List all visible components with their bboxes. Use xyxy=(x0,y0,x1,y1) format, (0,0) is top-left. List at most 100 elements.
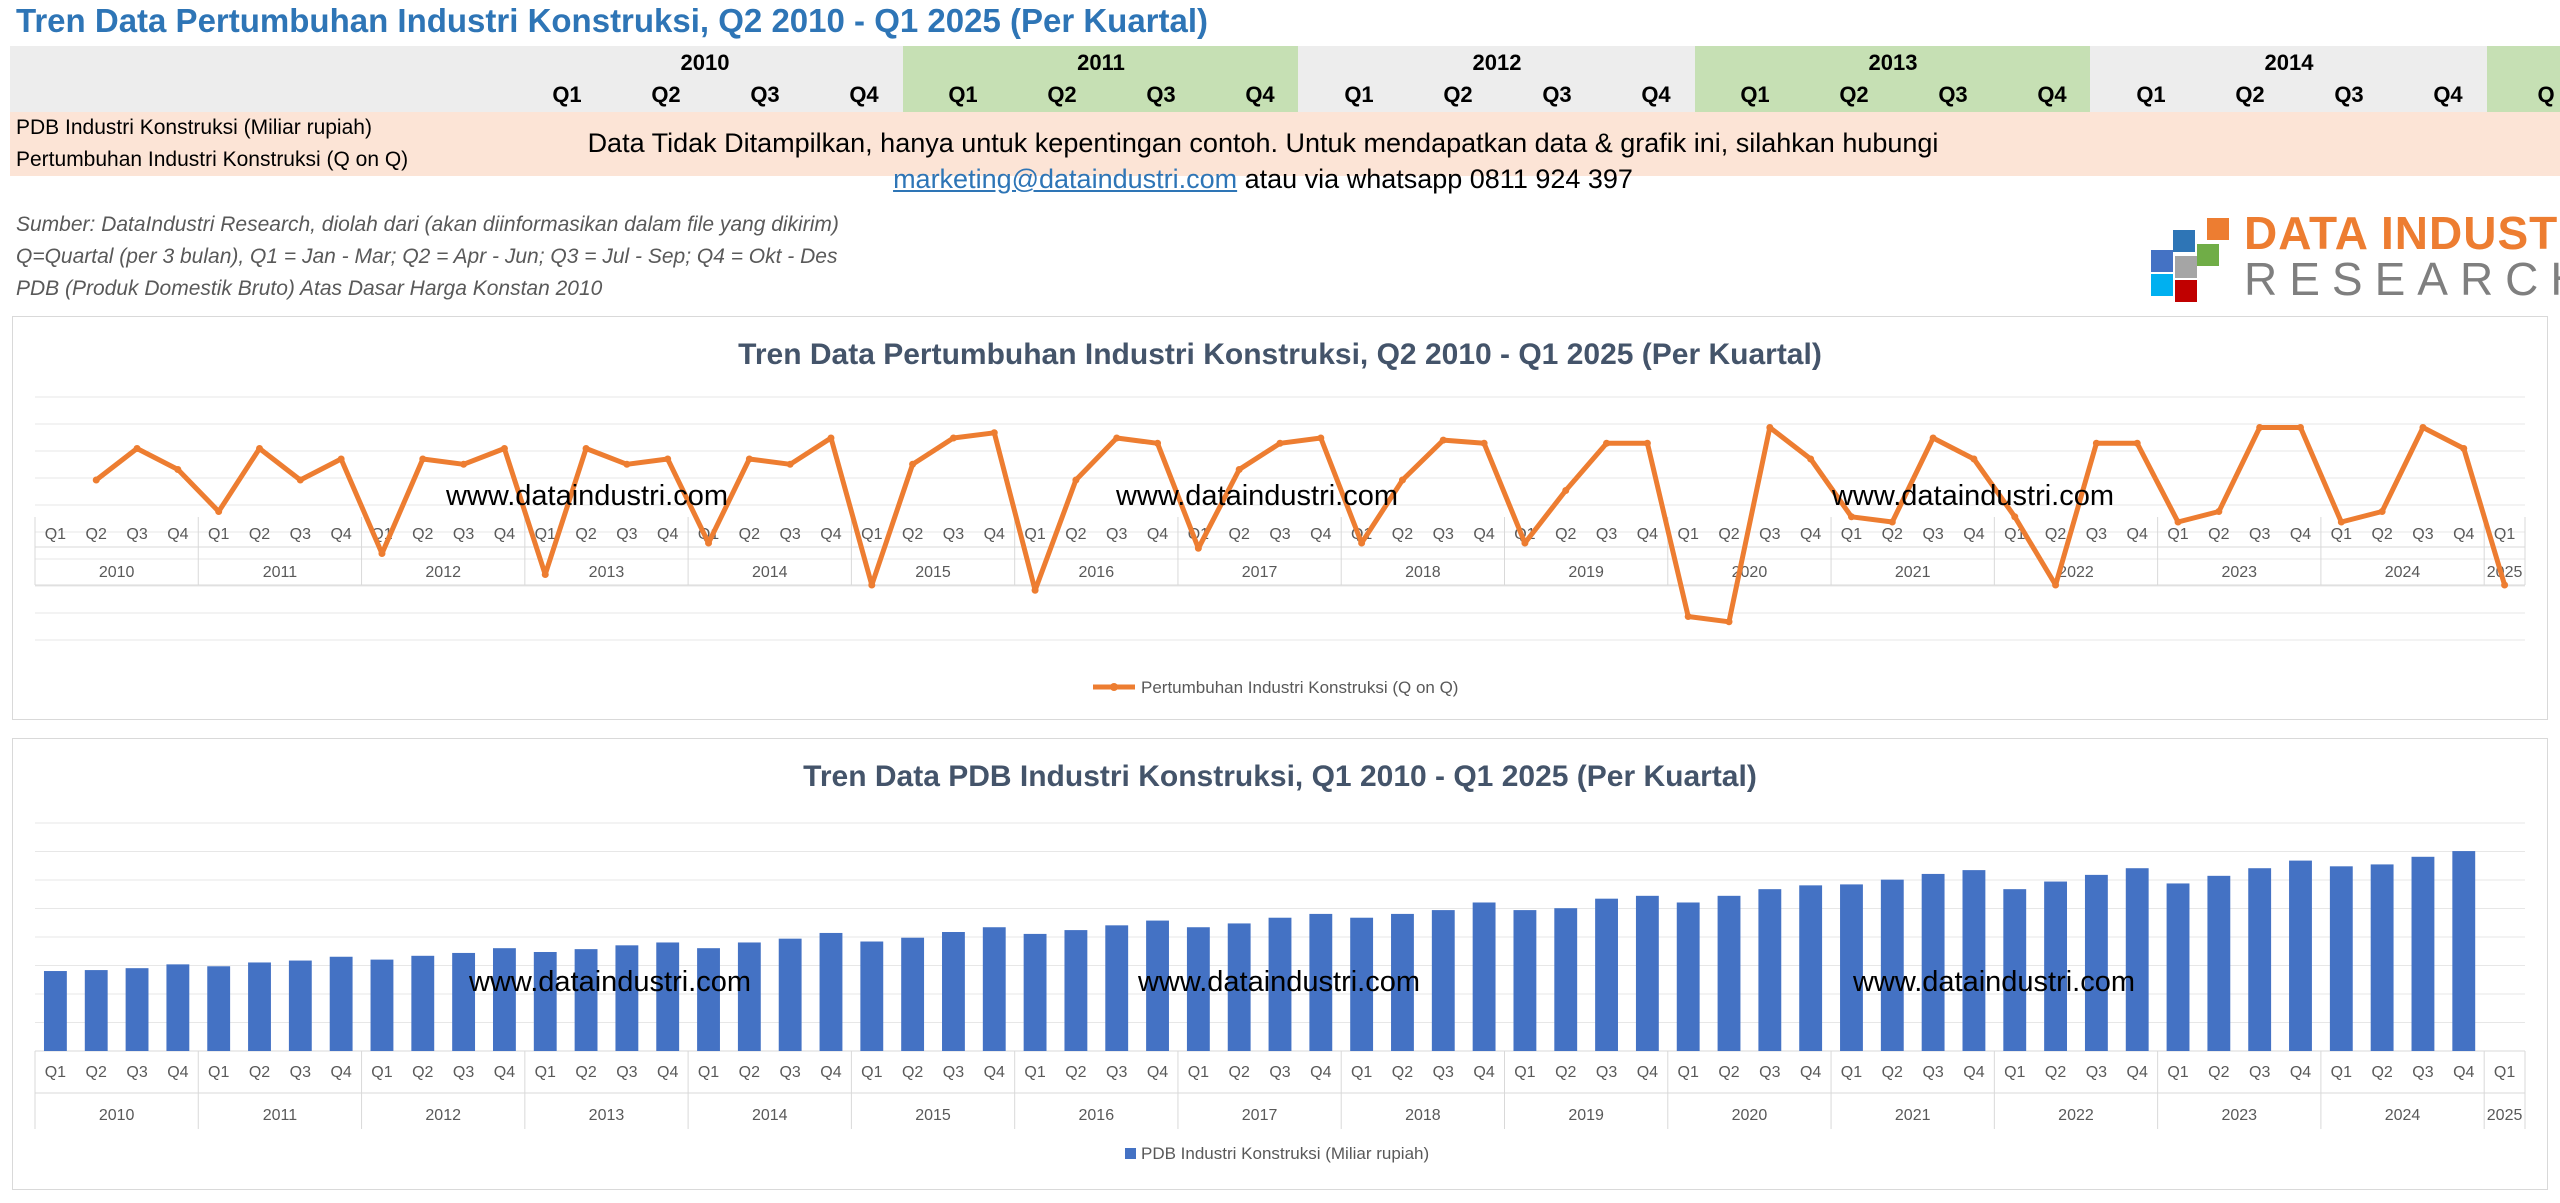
year-tick-label: 2011 xyxy=(263,564,298,581)
quarter-tick-label: Q2 xyxy=(902,1064,923,1081)
pdb-bar xyxy=(1880,879,1904,1051)
legend-bar-marker xyxy=(1125,1148,1136,1159)
quarter-tick-label: Q4 xyxy=(820,526,841,543)
logo-square xyxy=(2197,244,2219,266)
year-tick-label: 2023 xyxy=(2221,564,2257,581)
quarter-tick-label: Q3 xyxy=(779,1064,800,1081)
quarter-tick-label: Q1 xyxy=(1024,1064,1045,1081)
pdb-bar xyxy=(737,942,761,1051)
quarter-tick-label: Q2 xyxy=(1392,1064,1413,1081)
growth-point xyxy=(786,460,794,468)
quarter-tick-label: Q3 xyxy=(1269,526,1290,543)
pdb-bar xyxy=(1554,908,1578,1051)
quarter-tick-label: Q2 xyxy=(86,1064,107,1081)
pdb-bar xyxy=(1391,913,1414,1051)
year-tick-label: 2024 xyxy=(2385,1107,2421,1124)
year-tick-label: 2014 xyxy=(752,564,788,581)
year-tick-label: 2013 xyxy=(589,1107,625,1124)
year-tick-label: 2010 xyxy=(99,564,135,581)
growth-point xyxy=(2419,424,2427,431)
growth-point xyxy=(256,445,264,452)
year-tick-label: 2019 xyxy=(1568,564,1604,581)
quarter-header: Q3 xyxy=(1938,82,1968,107)
growth-point xyxy=(2460,445,2468,452)
pdb-note: PDB (Produk Domestik Bruto) Atas Dasar H… xyxy=(16,277,603,300)
quarter-tick-label: Q3 xyxy=(453,526,474,543)
growth-point xyxy=(1194,544,1202,552)
quarter-tick-label: Q2 xyxy=(1718,1064,1739,1081)
pdb-bar-chart: Tren Data PDB Industri Konstruksi, Q1 20… xyxy=(34,760,2526,1163)
quarter-tick-label: Q3 xyxy=(616,526,637,543)
quarter-tick-label: Q2 xyxy=(1392,526,1413,543)
year-tick-label: 2013 xyxy=(589,564,625,581)
growth-point xyxy=(1643,439,1651,447)
growth-point xyxy=(1888,518,1896,526)
quarter-tick-label: Q4 xyxy=(984,526,1005,543)
quarter-tick-label: Q3 xyxy=(290,526,311,543)
quarter-tick-label: Q1 xyxy=(1841,1064,1862,1081)
logo-square xyxy=(2173,230,2195,252)
pdb-bar xyxy=(2329,866,2353,1051)
year-tick-label: 2010 xyxy=(99,1107,135,1124)
growth-point xyxy=(1603,439,1611,447)
quarter-tick-label: Q4 xyxy=(1147,1064,1168,1081)
quarter-tick-label: Q2 xyxy=(1718,526,1739,543)
watermark-text: www.dataindustri.com xyxy=(468,966,751,998)
quarter-tick-label: Q3 xyxy=(1269,1064,1290,1081)
year-tick-label: 2012 xyxy=(425,564,461,581)
year-tick-label: 2015 xyxy=(915,564,951,581)
quarter-tick-label: Q3 xyxy=(1759,526,1780,543)
quarter-tick-label: Q1 xyxy=(2004,1064,2025,1081)
quarter-header: Q2 xyxy=(1839,82,1869,107)
quarter-tick-label: Q3 xyxy=(779,526,800,543)
growth-point xyxy=(623,460,631,468)
quarter-tick-label: Q4 xyxy=(1800,1064,1821,1081)
quarter-tick-label: Q4 xyxy=(1963,526,1984,543)
pdb-bar xyxy=(492,948,516,1051)
legend-label: Pertumbuhan Industri Konstruksi (Q on Q) xyxy=(1141,678,1458,697)
growth-point xyxy=(1480,439,1488,447)
pdb-bar xyxy=(778,938,802,1051)
quarter-tick-label: Q4 xyxy=(2453,1064,2474,1081)
growth-point xyxy=(664,455,672,463)
quarter-tick-label: Q2 xyxy=(739,1064,760,1081)
growth-point xyxy=(2378,508,2386,515)
pdb-bar xyxy=(43,971,67,1051)
year-tick-label: 2022 xyxy=(2058,564,2094,581)
logo-square xyxy=(2151,250,2173,272)
quarter-header: Q1 xyxy=(2136,82,2166,107)
quarter-tick-label: Q3 xyxy=(290,1064,311,1081)
year-header: 2014 xyxy=(2264,50,2314,75)
logo-square xyxy=(2151,274,2173,296)
quarter-tick-label: Q2 xyxy=(2208,526,2229,543)
quarter-tick-label: Q4 xyxy=(1637,526,1658,543)
year-tick-label: 2024 xyxy=(2385,564,2421,581)
email-link[interactable]: marketing@dataindustri.com xyxy=(893,164,1238,194)
quarter-header: Q1 xyxy=(1344,82,1374,107)
quarter-tick-label: Q1 xyxy=(535,526,556,543)
quarter-tick-label: Q1 xyxy=(371,1064,392,1081)
quarter-tick-label: Q4 xyxy=(1310,526,1331,543)
quarter-tick-label: Q1 xyxy=(2494,1064,2515,1081)
pdb-bar xyxy=(84,970,108,1051)
pdb-bar xyxy=(1105,925,1129,1051)
quarter-tick-label: Q3 xyxy=(126,1064,147,1081)
chart-title: Tren Data Pertumbuhan Industri Konstruks… xyxy=(738,338,1822,371)
year-tick-label: 2016 xyxy=(1079,1107,1115,1124)
pdb-bar xyxy=(1840,884,1863,1051)
growth-point xyxy=(1358,539,1366,547)
growth-point xyxy=(2133,439,2141,447)
quarter-header: Q1 xyxy=(1740,82,1770,107)
pdb-bar xyxy=(1023,933,1047,1051)
notice-contact: marketing@dataindustri.com atau via what… xyxy=(0,164,2526,195)
growth-point xyxy=(215,508,223,515)
year-tick-label: 2012 xyxy=(425,1107,461,1124)
logo-text: DATA INDUSTRI xyxy=(2244,207,2560,259)
notice-text: Data Tidak Ditampilkan, hanya untuk kepe… xyxy=(587,128,1939,158)
pdb-chart-panel: Tren Data PDB Industri Konstruksi, Q1 20… xyxy=(12,738,2548,1190)
quarter-note: Q=Quartal (per 3 bulan), Q1 = Jan - Mar;… xyxy=(16,245,838,268)
quarter-tick-label: Q2 xyxy=(902,526,923,543)
row-label-pdb: PDB Industri Konstruksi (Miliar rupiah) xyxy=(16,116,372,139)
pdb-bar xyxy=(1268,917,1292,1051)
row-label-growth: Pertumbuhan Industri Konstruksi (Q on Q) xyxy=(16,148,409,171)
